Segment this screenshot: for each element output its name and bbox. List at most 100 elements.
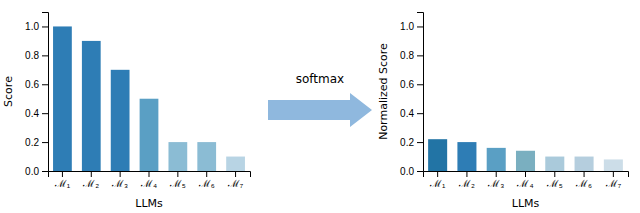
bar bbox=[82, 41, 101, 171]
tick-label: ℳ₂ bbox=[82, 178, 99, 189]
tick-label: ℳ₄ bbox=[140, 178, 157, 189]
tick: ℳ₁ bbox=[54, 171, 71, 189]
tick-mark bbox=[417, 84, 423, 85]
bar bbox=[604, 159, 623, 171]
tick-mark bbox=[417, 171, 423, 172]
tick-label: 0.6 bbox=[25, 79, 39, 90]
tick: ℳ₅ bbox=[546, 171, 563, 189]
tick-mark bbox=[417, 142, 423, 143]
tick-mark bbox=[417, 55, 423, 56]
tick-mark bbox=[417, 26, 423, 27]
bar bbox=[226, 157, 245, 171]
tick-mark bbox=[206, 171, 207, 177]
x-axis: ℳ₁ ℳ₂ ℳ₃ ℳ₄ ℳ₅ ℳ₆ ℳ₇ bbox=[49, 171, 251, 189]
tick-mark bbox=[42, 113, 48, 114]
tick: 0.8 bbox=[400, 50, 423, 61]
tick-label: 0.2 bbox=[400, 137, 414, 148]
tick: 0.4 bbox=[400, 108, 423, 119]
tick: 1.0 bbox=[400, 21, 423, 32]
tick-label: ℳ₇ bbox=[605, 178, 622, 189]
tick-label: ℳ₂ bbox=[458, 178, 475, 189]
tick-mark bbox=[42, 142, 48, 143]
tick-label: ℳ₁ bbox=[429, 178, 446, 189]
tick-label: 0.2 bbox=[25, 137, 39, 148]
bar bbox=[168, 142, 187, 171]
tick-label: ℳ₇ bbox=[227, 178, 244, 189]
tick-label: 0.6 bbox=[400, 79, 414, 90]
tick: 0.6 bbox=[400, 79, 423, 90]
y-axis: 0.0 0.2 0.4 0.6 0.8 1.0 bbox=[25, 13, 48, 177]
tick-mark bbox=[120, 171, 121, 177]
tick: 0.6 bbox=[25, 79, 48, 90]
tick-label: 1.0 bbox=[400, 21, 414, 32]
tick-label: 1.0 bbox=[25, 21, 39, 32]
tick-mark bbox=[496, 171, 497, 177]
axis-line bbox=[49, 172, 251, 178]
tick-mark bbox=[42, 171, 48, 172]
tick-label: 0.4 bbox=[25, 108, 39, 119]
tick: 0.0 bbox=[25, 166, 48, 177]
tick-label: ℳ₅ bbox=[169, 178, 186, 189]
tick: ℳ₂ bbox=[458, 171, 475, 189]
bar bbox=[428, 139, 447, 171]
bars bbox=[428, 139, 623, 171]
tick-mark bbox=[177, 171, 178, 177]
tick: ℳ₁ bbox=[429, 171, 446, 189]
tick: ℳ₅ bbox=[169, 171, 186, 189]
tick-label: 0.8 bbox=[400, 50, 414, 61]
annotation: softmax bbox=[296, 72, 344, 86]
bar bbox=[140, 99, 159, 171]
tick: ℳ₆ bbox=[575, 171, 592, 189]
tick-mark bbox=[437, 171, 438, 177]
axis-line bbox=[417, 13, 424, 172]
tick-mark bbox=[62, 171, 63, 177]
tick: 0.8 bbox=[25, 50, 48, 61]
tick-label: ℳ₃ bbox=[111, 178, 128, 189]
tick-mark bbox=[525, 171, 526, 177]
x-axis: ℳ₁ ℳ₂ ℳ₃ ℳ₄ ℳ₅ ℳ₆ ℳ₇ bbox=[424, 171, 629, 189]
tick: 0.0 bbox=[400, 166, 423, 177]
tick-label: ℳ₄ bbox=[516, 178, 533, 189]
tick-mark bbox=[149, 171, 150, 177]
tick: ℳ₃ bbox=[111, 171, 128, 189]
tick-mark bbox=[466, 171, 467, 177]
arrow bbox=[268, 93, 372, 127]
bar bbox=[197, 142, 216, 171]
tick-mark bbox=[554, 171, 555, 177]
bar bbox=[545, 157, 564, 171]
bar bbox=[111, 70, 130, 171]
tick: 0.2 bbox=[25, 137, 48, 148]
tick-label: ℳ₅ bbox=[546, 178, 563, 189]
y-axis-title: Normalized Score bbox=[377, 43, 390, 140]
bar bbox=[457, 142, 476, 171]
tick: 0.2 bbox=[400, 137, 423, 148]
y-axis: 0.0 0.2 0.4 0.6 0.8 1.0 bbox=[400, 13, 423, 177]
panel: 0.0 0.2 0.4 0.6 0.8 1.0 ℳ₁ ℳ₂ ℳ₃ ℳ₄ ℳ₅ ℳ₆ ℳ₇ LLMs Scor… bbox=[2, 13, 251, 211]
tick: 0.4 bbox=[25, 108, 48, 119]
tick-mark bbox=[42, 84, 48, 85]
bar bbox=[53, 26, 72, 171]
bars bbox=[53, 26, 245, 171]
tick-label: ℳ₃ bbox=[487, 178, 504, 189]
tick: ℳ₄ bbox=[516, 171, 533, 189]
bar bbox=[516, 151, 535, 171]
tick-label: 0.0 bbox=[25, 166, 39, 177]
tick-mark bbox=[42, 55, 48, 56]
tick: 1.0 bbox=[25, 21, 48, 32]
tick-mark bbox=[613, 171, 614, 177]
tick: ℳ₃ bbox=[487, 171, 504, 189]
panel: 0.0 0.2 0.4 0.6 0.8 1.0 ℳ₁ ℳ₂ ℳ₃ ℳ₄ ℳ₅ ℳ₆ ℳ₇ LLMs Norm… bbox=[377, 13, 629, 211]
tick-label: ℳ₆ bbox=[198, 178, 215, 189]
bar bbox=[487, 148, 506, 171]
chart: 0.0 0.2 0.4 0.6 0.8 1.0 ℳ₁ ℳ₂ ℳ₃ ℳ₄ ℳ₅ ℳ₆ ℳ₇ LLMs Scor… bbox=[0, 0, 640, 213]
x-axis-title: LLMs bbox=[512, 197, 540, 210]
tick: ℳ₇ bbox=[605, 171, 622, 189]
axis-line bbox=[42, 13, 49, 172]
tick: ℳ₂ bbox=[82, 171, 99, 189]
tick-mark bbox=[91, 171, 92, 177]
y-axis-title: Score bbox=[2, 76, 15, 107]
tick: ℳ₇ bbox=[227, 171, 244, 189]
x-axis-title: LLMs bbox=[135, 197, 163, 210]
tick-label: ℳ₁ bbox=[54, 178, 71, 189]
tick: ℳ₆ bbox=[198, 171, 215, 189]
